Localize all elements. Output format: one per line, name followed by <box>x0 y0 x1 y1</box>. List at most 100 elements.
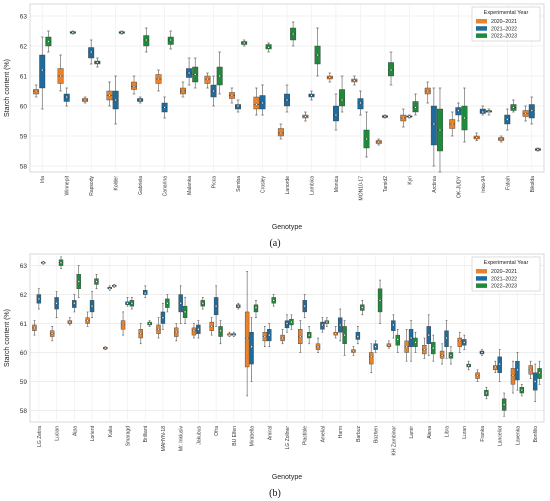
x-tick-label: Monica <box>334 176 340 192</box>
box-plot <box>386 340 392 349</box>
y-tick-label: 60 <box>20 104 28 111</box>
box-plot <box>388 51 394 86</box>
box-plot <box>479 349 485 356</box>
mean-marker <box>361 306 364 309</box>
mean-marker <box>114 98 117 102</box>
box-plot <box>375 138 382 146</box>
mean-marker <box>139 98 142 102</box>
box-plot <box>210 75 217 107</box>
mean-marker <box>445 336 448 340</box>
x-tick-label: Fatiah <box>505 176 511 190</box>
mean-marker <box>232 334 235 337</box>
box-plot <box>284 84 290 113</box>
x-tick-label: Irla <box>40 176 46 183</box>
mean-marker <box>303 305 306 308</box>
mean-marker <box>55 302 58 305</box>
mean-marker <box>370 355 373 358</box>
mean-marker <box>181 89 185 93</box>
box-plot <box>49 326 55 342</box>
legend-swatch <box>476 276 487 281</box>
box-plot <box>308 90 315 101</box>
mean-marker <box>463 341 466 344</box>
mean-marker <box>432 347 435 350</box>
x-tick-label: Barbuz <box>356 426 362 442</box>
legend-label: 2020–2021 <box>491 269 517 275</box>
x-tick-label: Lucian <box>55 426 61 441</box>
box-plot <box>249 317 254 382</box>
mean-marker <box>35 89 38 93</box>
box-plot <box>138 323 143 345</box>
mean-marker <box>402 116 405 120</box>
y-axis-label: Starch content (%) <box>4 59 11 117</box>
box-plot <box>324 317 330 327</box>
box-plot <box>63 87 70 107</box>
box-plot <box>363 111 370 158</box>
legend-title: Experimental Year <box>484 260 529 266</box>
mean-marker <box>308 334 311 337</box>
mean-marker <box>65 95 68 99</box>
box-plot <box>54 291 59 319</box>
box-plot <box>156 317 161 339</box>
mean-marker <box>267 46 270 49</box>
x-tick-label: Bikolda <box>530 176 536 193</box>
x-tick-label: Amelial <box>320 426 326 442</box>
mean-marker <box>122 323 125 327</box>
mean-marker <box>494 365 497 369</box>
box <box>39 54 46 89</box>
box-plot <box>444 320 449 359</box>
box-plot <box>253 300 259 319</box>
mean-marker <box>387 344 390 347</box>
box-plot <box>167 30 174 50</box>
box-plot <box>236 302 241 310</box>
mean-marker <box>290 321 293 324</box>
x-tick-label: Inka-94 <box>481 176 487 193</box>
mean-marker <box>59 261 63 264</box>
mean-marker <box>321 323 324 327</box>
legend-swatch <box>476 283 487 288</box>
box-plot <box>277 123 284 140</box>
box-plot <box>82 96 89 104</box>
mean-marker <box>261 101 264 105</box>
box-plot <box>391 314 396 339</box>
mean-marker <box>463 116 466 120</box>
mean-marker <box>90 305 94 308</box>
mean-marker <box>215 305 218 308</box>
box-plot <box>39 36 46 110</box>
box-plot <box>377 279 383 324</box>
mean-marker <box>426 89 429 93</box>
mean-marker <box>449 354 452 357</box>
mean-marker <box>480 351 484 354</box>
box-plot <box>462 334 467 350</box>
mean-marker <box>379 299 382 302</box>
box-plot <box>85 311 90 327</box>
mean-marker <box>374 345 377 348</box>
box-plot <box>333 326 338 339</box>
box <box>244 311 250 368</box>
x-tick-label: KH Zambinor <box>391 426 397 456</box>
box-plot <box>485 108 492 116</box>
x-tick-label: Lamir <box>409 426 415 439</box>
x-tick-label: OK-JUDY <box>456 175 462 198</box>
box-plot <box>504 108 511 131</box>
mean-marker <box>299 335 302 338</box>
box <box>430 105 437 146</box>
mean-marker <box>192 329 195 332</box>
mean-marker <box>438 128 442 132</box>
x-tick-label: Lanorde <box>285 176 291 195</box>
box-plot <box>437 87 443 173</box>
box-plot <box>253 87 260 116</box>
x-tick-label: Mirabella <box>250 426 256 447</box>
box-plot <box>484 386 489 400</box>
mean-marker <box>392 323 395 327</box>
box-plot <box>88 39 95 65</box>
mean-marker <box>352 349 355 353</box>
box-plot <box>32 320 37 336</box>
x-axis-label: Genotype <box>272 224 302 231</box>
mean-marker <box>328 76 331 79</box>
mean-marker <box>73 302 76 305</box>
box-plot <box>259 84 266 116</box>
mean-marker <box>243 41 246 45</box>
mean-marker <box>405 345 408 348</box>
box-plot <box>510 99 517 113</box>
